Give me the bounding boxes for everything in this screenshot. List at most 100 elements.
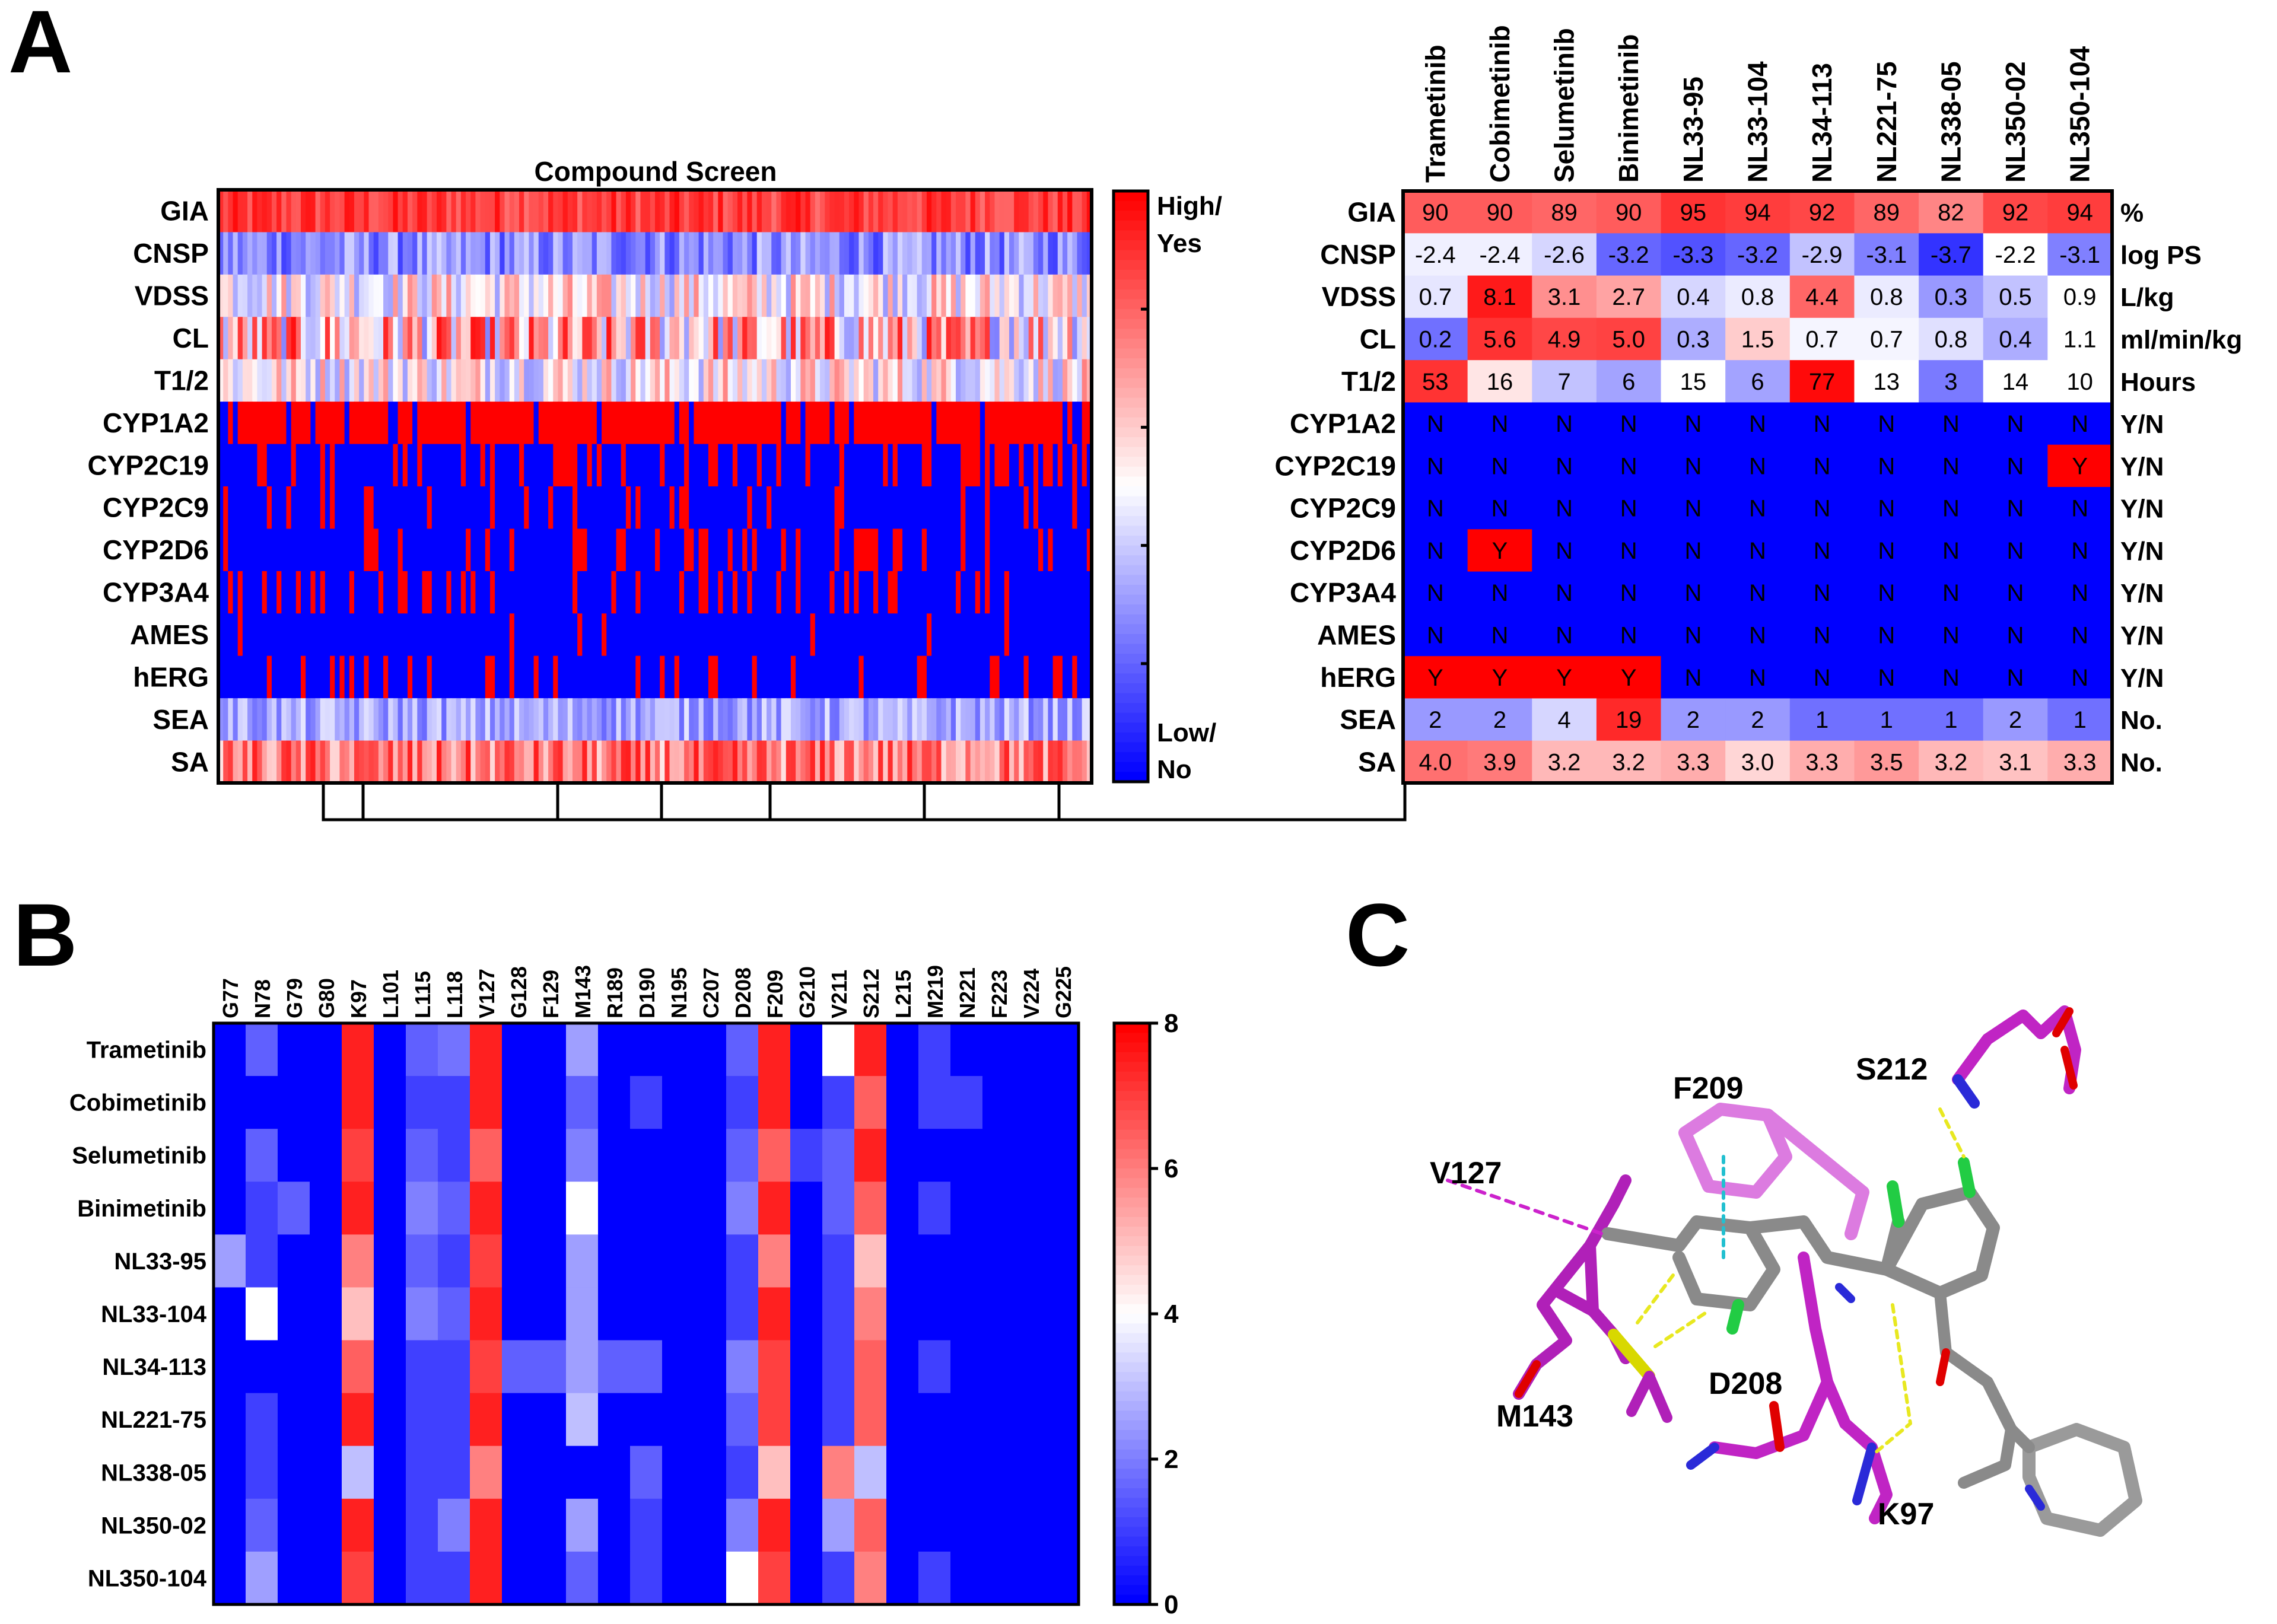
screen-cell — [485, 232, 491, 275]
screen-cell — [660, 655, 666, 699]
screen-cell — [936, 402, 942, 445]
screen-cell — [310, 486, 316, 529]
residue-cell — [758, 1023, 791, 1077]
screen-cell — [737, 486, 743, 529]
screen-cell — [805, 571, 811, 614]
screen-cell — [970, 698, 976, 741]
screen-cell — [504, 740, 510, 784]
screen-cell — [1014, 317, 1020, 360]
screen-cell — [310, 317, 316, 360]
screen-cell — [529, 740, 535, 784]
residue-cell — [918, 1182, 951, 1235]
screen-cell — [393, 444, 399, 487]
screen-cell — [790, 317, 796, 360]
screen-cell — [519, 359, 524, 402]
colorbar-a-step — [1114, 457, 1148, 467]
screen-cell — [1038, 740, 1044, 784]
screen-cell — [543, 698, 549, 741]
screen-cell — [485, 486, 491, 529]
screen-cell — [625, 571, 631, 614]
screen-cell — [839, 402, 845, 445]
screen-cell — [980, 571, 985, 614]
screen-cell — [242, 655, 248, 699]
residue-cell — [694, 1393, 727, 1447]
screen-cell — [237, 274, 243, 317]
screen-cell — [805, 317, 811, 360]
screen-cell — [926, 317, 932, 360]
screen-cell — [834, 528, 840, 572]
residue-cell — [502, 1498, 535, 1552]
screen-cell — [994, 190, 1000, 233]
screen-cell — [708, 274, 714, 317]
screen-cell — [1004, 571, 1010, 614]
screen-cell — [393, 740, 399, 784]
screen-cell — [698, 274, 704, 317]
residue-cell — [854, 1498, 887, 1552]
colorbar-a-step — [1114, 762, 1148, 773]
screen-cell — [441, 740, 447, 784]
screen-cell — [883, 359, 889, 402]
screen-cell — [858, 698, 864, 741]
screen-cell — [218, 486, 224, 529]
screen-cell — [1077, 359, 1083, 402]
screen-cell — [509, 613, 515, 657]
screen-cell — [1038, 274, 1044, 317]
residue-cell — [1015, 1076, 1047, 1129]
screen-cell — [631, 740, 637, 784]
table-cell-value: N — [1942, 580, 1960, 606]
colorbar-b-step — [1114, 1062, 1150, 1072]
screen-cell — [543, 274, 549, 317]
residue-cell — [310, 1129, 342, 1182]
colorbar-a-step — [1114, 703, 1148, 714]
screen-cell — [727, 317, 733, 360]
screen-cell — [694, 528, 699, 572]
table-cell-value: N — [1878, 623, 1895, 649]
screen-cell — [815, 402, 821, 445]
screen-cell — [873, 274, 879, 317]
screen-cell — [810, 740, 816, 784]
screen-cell — [519, 528, 524, 572]
residue-cell — [886, 1023, 919, 1077]
table-cell-value: 2 — [1493, 707, 1506, 733]
screen-cell — [475, 613, 481, 657]
screen-cell — [756, 359, 762, 402]
residue-cell — [694, 1076, 727, 1129]
screen-cell — [281, 698, 287, 741]
screen-cell — [708, 740, 714, 784]
residue-cell — [214, 1076, 246, 1129]
screen-cell — [266, 317, 272, 360]
screen-cell — [849, 232, 855, 275]
screen-cell — [567, 486, 573, 529]
screen-cell — [567, 190, 573, 233]
screen-cell — [834, 740, 840, 784]
screen-cell — [1086, 232, 1092, 275]
screen-cell — [553, 444, 559, 487]
screen-cell — [631, 190, 637, 233]
screen-cell — [466, 486, 472, 529]
table-cell-value: 4.9 — [1548, 327, 1581, 353]
screen-cell — [339, 486, 345, 529]
screen-cell — [660, 359, 666, 402]
screen-cell — [990, 232, 996, 275]
screen-cell — [402, 571, 408, 614]
screen-cell — [956, 486, 961, 529]
screen-cell — [1052, 571, 1058, 614]
screen-cell — [616, 444, 622, 487]
residue-cell — [342, 1287, 374, 1341]
table-unit-label: No. — [2120, 706, 2162, 735]
screen-cell — [1004, 317, 1010, 360]
screen-cell — [713, 528, 719, 572]
screen-cell — [839, 528, 845, 572]
screen-cell — [723, 402, 729, 445]
screen-cell — [708, 190, 714, 233]
screen-cell — [602, 528, 608, 572]
residue-cell — [406, 1129, 438, 1182]
residue-label-s212: S212 — [1856, 1052, 1928, 1087]
screen-cell — [485, 698, 491, 741]
screen-cell — [825, 274, 831, 317]
screen-cell — [602, 486, 608, 529]
screen-cell — [684, 444, 690, 487]
screen-cell — [602, 740, 608, 784]
screen-cell — [354, 444, 360, 487]
screen-cell — [306, 571, 311, 614]
